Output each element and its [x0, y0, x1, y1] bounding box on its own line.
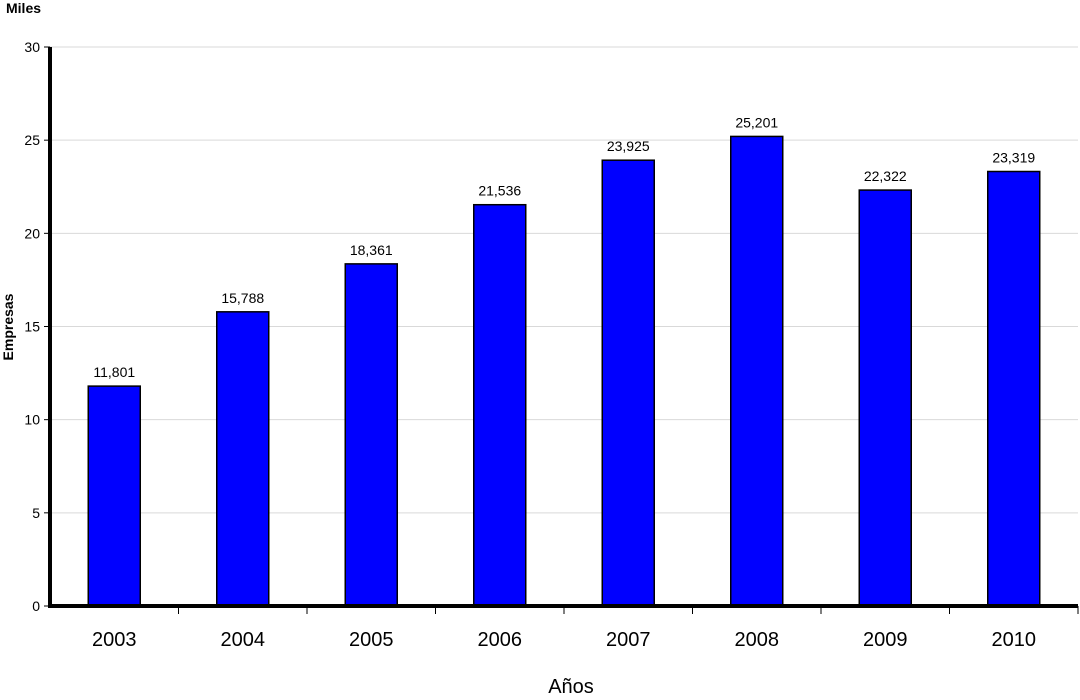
x-tick-label: 2010	[992, 629, 1037, 651]
x-tick-label: 2007	[606, 629, 651, 651]
bar	[730, 135, 784, 607]
labels: 0 5 10 15 20 25 30 11,801 2003 15,788 2004 18,361 20…	[24, 39, 1036, 651]
data-label: 23,925	[607, 138, 650, 154]
x-tick-label: 2004	[221, 629, 266, 651]
gridlines	[50, 46, 1078, 514]
data-label: 18,361	[350, 242, 393, 258]
x-tick-label: 2008	[735, 629, 780, 651]
y-axis-title: Empresas	[0, 293, 16, 360]
data-label: 21,536	[478, 183, 521, 199]
data-label: 15,788	[221, 290, 264, 306]
y-tick-label: 30	[24, 39, 40, 55]
bar	[858, 189, 912, 607]
bar	[87, 385, 141, 607]
data-label: 23,319	[992, 149, 1035, 165]
x-tick-label: 2006	[478, 629, 523, 651]
data-label: 25,201	[735, 114, 778, 130]
y-tick-label: 15	[24, 319, 40, 335]
bar	[344, 263, 398, 607]
unit-label: Miles	[6, 0, 41, 16]
bar	[601, 159, 655, 607]
x-tick-label: 2009	[863, 629, 908, 651]
bar	[216, 311, 270, 607]
axes	[44, 46, 1079, 614]
bars	[87, 135, 1041, 607]
data-label: 11,801	[93, 364, 135, 380]
y-tick-label: 10	[24, 412, 40, 428]
x-axis-title: Años	[548, 676, 594, 698]
y-tick-label: 5	[32, 505, 40, 521]
y-tick-label: 0	[32, 598, 40, 614]
data-label: 22,322	[864, 168, 907, 184]
x-tick-label: 2005	[349, 629, 394, 651]
bar	[473, 203, 527, 607]
y-tick-label: 20	[24, 225, 40, 241]
bar	[987, 170, 1041, 607]
y-tick-label: 25	[24, 132, 40, 148]
x-tick-label: 2003	[92, 629, 137, 651]
